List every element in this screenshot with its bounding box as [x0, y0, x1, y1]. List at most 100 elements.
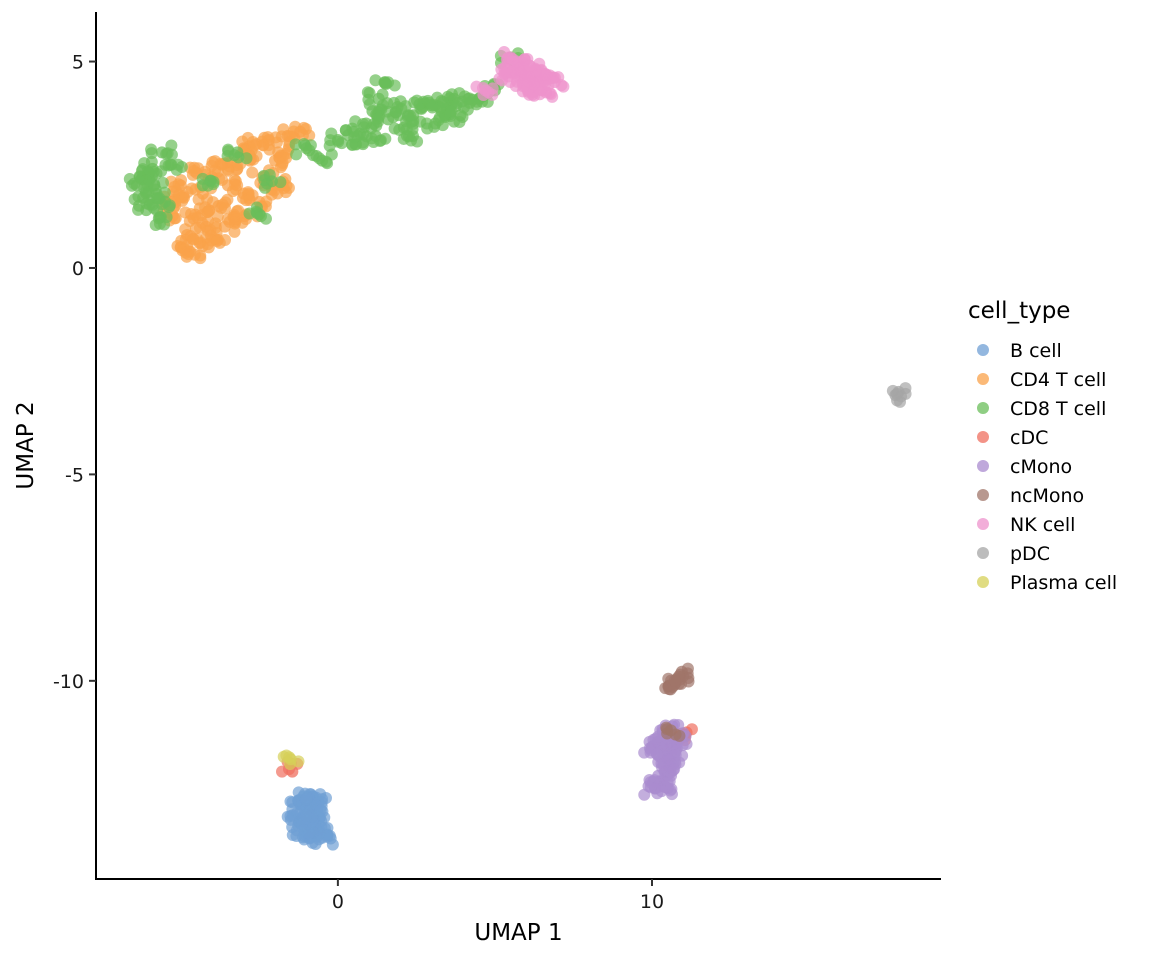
x-axis-title: UMAP 1 [474, 920, 562, 946]
data-point [300, 791, 313, 804]
legend-label: ncMono [1010, 485, 1084, 507]
data-point [229, 175, 242, 188]
data-point [681, 662, 694, 675]
legend-item: cDC [977, 427, 1048, 449]
data-point [240, 152, 253, 165]
data-point [196, 172, 209, 185]
legend-swatch [977, 489, 989, 501]
data-point [309, 837, 322, 850]
data-point [405, 134, 418, 147]
data-point [218, 202, 231, 215]
data-point [163, 200, 176, 213]
data-point [518, 53, 531, 66]
data-point [445, 105, 458, 118]
legend-label: NK cell [1010, 514, 1075, 536]
data-point [188, 161, 201, 174]
legend-label: cMono [1010, 456, 1072, 478]
x-tick-label: 0 [332, 891, 344, 913]
data-point [445, 88, 458, 101]
y-tick-label: -10 [53, 671, 84, 693]
data-point [461, 103, 474, 116]
y-tick-label: 5 [72, 52, 84, 74]
data-point [258, 174, 271, 187]
legend-swatch [977, 373, 989, 385]
legend: cell_type B cell CD4 T cell CD8 T cell cDC c… [968, 298, 1117, 594]
data-point [232, 204, 245, 217]
data-point [367, 136, 380, 149]
data-point [276, 765, 289, 778]
series-pdc [886, 382, 912, 408]
data-point [254, 210, 267, 223]
data-point [394, 95, 407, 108]
data-point [284, 758, 297, 771]
data-point [226, 185, 239, 198]
data-point [193, 221, 206, 234]
data-point [437, 95, 450, 108]
data-point [402, 109, 415, 122]
y-tick-label: -5 [65, 464, 84, 486]
data-point [509, 80, 522, 93]
data-point [222, 143, 235, 156]
data-point [243, 207, 256, 220]
data-point [210, 234, 223, 247]
legend-swatch [977, 402, 989, 414]
data-point [172, 189, 185, 202]
y-tick-label: 0 [72, 258, 84, 280]
legend-item: B cell [977, 340, 1062, 362]
legend-item: pDC [977, 543, 1050, 565]
data-point [140, 197, 153, 210]
legend-item: NK cell [977, 514, 1075, 536]
y-axis-title: UMAP 2 [13, 401, 39, 489]
data-point [158, 218, 171, 231]
series-cdc [276, 723, 698, 778]
data-point [165, 148, 178, 161]
legend-label: CD8 T cell [1010, 398, 1106, 420]
data-point [289, 138, 302, 151]
data-point [650, 748, 663, 761]
data-point [211, 210, 224, 223]
legend-swatch [977, 460, 989, 472]
x-tick-label: 10 [640, 891, 664, 913]
data-point [280, 151, 293, 164]
data-point [290, 148, 303, 161]
data-point [207, 178, 220, 191]
legend-label: B cell [1010, 340, 1062, 362]
data-point [139, 174, 152, 187]
data-point [323, 139, 336, 152]
data-point [682, 675, 695, 688]
legend-swatch [977, 344, 989, 356]
series-cd8-t-cell [123, 47, 527, 232]
legend-swatch [977, 547, 989, 559]
data-point [658, 780, 671, 793]
legend-label: cDC [1010, 427, 1048, 449]
legend-item: ncMono [977, 485, 1084, 507]
data-point [388, 122, 401, 135]
data-point [557, 80, 570, 93]
data-point [157, 176, 170, 189]
data-point [314, 804, 327, 817]
data-point [894, 395, 907, 408]
data-point [248, 139, 261, 152]
legend-swatch [977, 518, 989, 530]
data-point [348, 131, 361, 144]
data-point [482, 86, 495, 99]
data-point [643, 735, 656, 748]
legend-title: cell_type [968, 298, 1070, 324]
data-point [540, 68, 553, 81]
data-point [668, 763, 681, 776]
legend-item: Plasma cell [977, 572, 1117, 594]
data-point [152, 192, 165, 205]
data-point [502, 51, 515, 64]
legend-item: CD8 T cell [977, 398, 1106, 420]
data-point [533, 57, 546, 70]
legend-item: cMono [977, 456, 1072, 478]
data-point [164, 158, 177, 171]
x-axis-ticks: 0 10 [332, 879, 664, 913]
data-point [470, 80, 483, 93]
data-point [326, 838, 339, 851]
data-point [335, 137, 348, 150]
legend-item: CD4 T cell [977, 369, 1106, 391]
data-point [381, 105, 394, 118]
data-point [281, 810, 294, 823]
